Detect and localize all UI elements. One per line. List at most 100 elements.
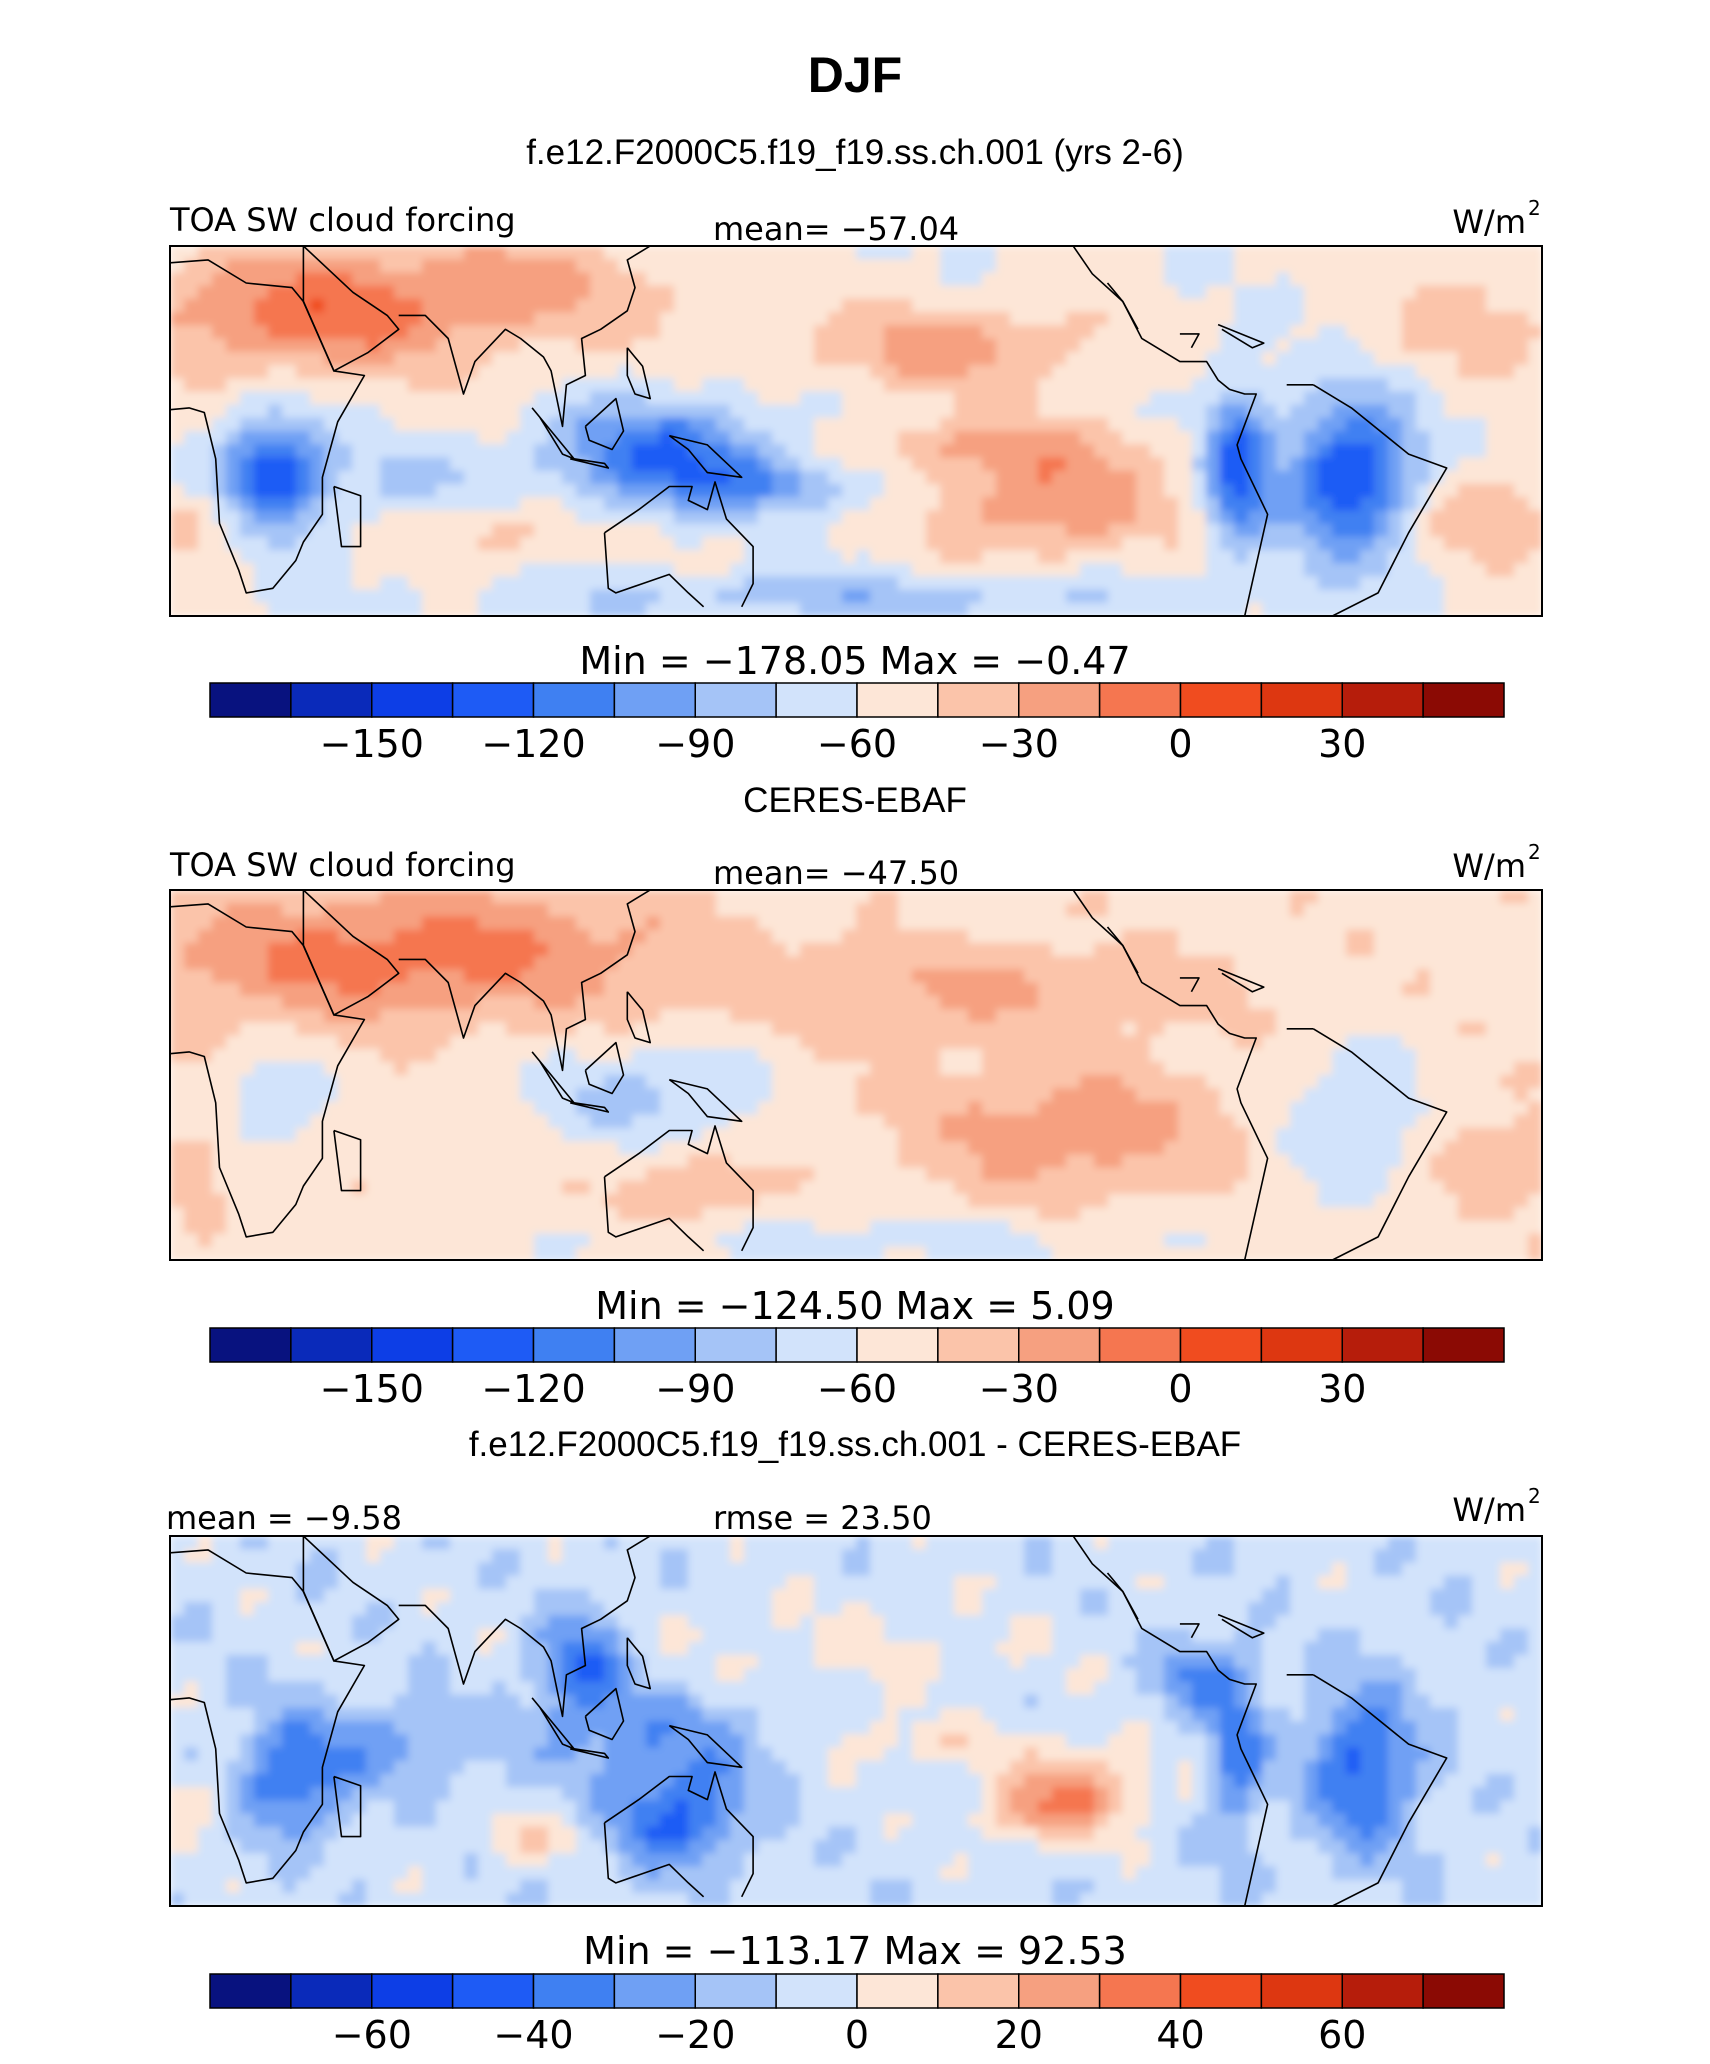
field-cell bbox=[1038, 497, 1053, 512]
field-cell bbox=[1010, 576, 1025, 591]
field-cell bbox=[1066, 1167, 1081, 1182]
field-cell bbox=[1514, 602, 1529, 616]
field-cell bbox=[926, 563, 941, 578]
field-cell bbox=[352, 272, 367, 287]
field-cell bbox=[310, 431, 325, 446]
field-cell bbox=[282, 1141, 297, 1156]
field-cell bbox=[940, 916, 955, 931]
field-cell bbox=[772, 1101, 787, 1116]
field-cell bbox=[1388, 890, 1403, 905]
field-cell bbox=[296, 1167, 311, 1182]
field-cell bbox=[1262, 916, 1277, 931]
field-cell bbox=[730, 536, 745, 551]
field-cell bbox=[982, 259, 997, 274]
field-cell bbox=[422, 523, 437, 538]
field-cell bbox=[324, 1035, 339, 1050]
field-cell bbox=[1206, 1061, 1221, 1076]
field-cell bbox=[170, 1061, 185, 1076]
field-cell bbox=[954, 1141, 969, 1156]
field-cell bbox=[338, 982, 353, 997]
field-cell bbox=[674, 457, 689, 472]
field-cell bbox=[632, 523, 647, 538]
field-cell bbox=[786, 982, 801, 997]
field-cell bbox=[1472, 351, 1487, 366]
field-cell bbox=[1052, 916, 1067, 931]
field-cell bbox=[800, 969, 815, 984]
field-cell bbox=[730, 285, 745, 300]
field-cell bbox=[464, 483, 479, 498]
field-cell bbox=[688, 1048, 703, 1063]
field-cell bbox=[1444, 483, 1459, 498]
field-cell bbox=[1164, 982, 1179, 997]
field-cell bbox=[324, 523, 339, 538]
field-cell bbox=[1262, 969, 1277, 984]
field-cell bbox=[730, 995, 745, 1010]
field-cell bbox=[562, 338, 577, 353]
field-cell bbox=[226, 1061, 241, 1076]
field-cell bbox=[1416, 404, 1431, 419]
field-cell bbox=[1052, 444, 1067, 459]
field-cell bbox=[198, 444, 213, 459]
field-cell bbox=[1248, 497, 1263, 512]
field-cell bbox=[352, 1061, 367, 1076]
field-cell bbox=[352, 1180, 367, 1195]
field-cell bbox=[268, 1154, 283, 1169]
field-cell bbox=[394, 457, 409, 472]
field-cell bbox=[436, 483, 451, 498]
field-cell bbox=[1052, 1075, 1067, 1090]
field-cell bbox=[1248, 549, 1263, 564]
field-cell bbox=[338, 1088, 353, 1103]
field-cell bbox=[1248, 1061, 1263, 1076]
field-cell bbox=[1150, 510, 1165, 525]
coastline bbox=[604, 481, 754, 608]
field-cell bbox=[856, 351, 871, 366]
field-cell bbox=[184, 1114, 199, 1129]
field-cell bbox=[1108, 549, 1123, 564]
field-cell bbox=[352, 325, 367, 340]
field-cell bbox=[1416, 325, 1431, 340]
field-cell bbox=[380, 1035, 395, 1050]
field-cell bbox=[842, 969, 857, 984]
field-cell bbox=[800, 929, 815, 944]
field-cell bbox=[632, 916, 647, 931]
field-cell bbox=[324, 1008, 339, 1023]
field-cell bbox=[590, 510, 605, 525]
field-cell bbox=[562, 1154, 577, 1169]
field-cell bbox=[674, 1167, 689, 1182]
field-cell bbox=[716, 378, 731, 393]
field-cell bbox=[744, 1141, 759, 1156]
field-cell bbox=[394, 1088, 409, 1103]
field-cell bbox=[464, 272, 479, 287]
field-cell bbox=[1220, 563, 1235, 578]
field-cell bbox=[1066, 312, 1081, 327]
field-cell bbox=[618, 364, 633, 379]
field-cell bbox=[954, 431, 969, 446]
field-cell bbox=[758, 1154, 773, 1169]
field-cell bbox=[996, 391, 1011, 406]
field-cell bbox=[1472, 378, 1487, 393]
field-cell bbox=[1122, 1141, 1137, 1156]
field-cell bbox=[730, 890, 745, 905]
field-cell bbox=[1514, 1114, 1529, 1129]
field-cell bbox=[436, 378, 451, 393]
field-cell bbox=[1150, 391, 1165, 406]
field-cell bbox=[1038, 602, 1053, 616]
field-cell bbox=[534, 942, 549, 957]
field-cell bbox=[422, 431, 437, 446]
field-cell bbox=[324, 982, 339, 997]
field-cell bbox=[1262, 1022, 1277, 1037]
field-cell bbox=[170, 272, 185, 287]
field-cell bbox=[1136, 563, 1151, 578]
field-cell bbox=[422, 1114, 437, 1129]
field-cell bbox=[632, 285, 647, 300]
field-cell bbox=[828, 956, 843, 971]
field-cell bbox=[576, 497, 591, 512]
field-cell bbox=[898, 1061, 913, 1076]
field-cell bbox=[1444, 982, 1459, 997]
field-cell bbox=[1290, 510, 1305, 525]
field-cell bbox=[1472, 1114, 1487, 1129]
field-cell bbox=[828, 364, 843, 379]
field-cell bbox=[1346, 325, 1361, 340]
field-cell bbox=[310, 956, 325, 971]
field-cell bbox=[1220, 576, 1235, 591]
